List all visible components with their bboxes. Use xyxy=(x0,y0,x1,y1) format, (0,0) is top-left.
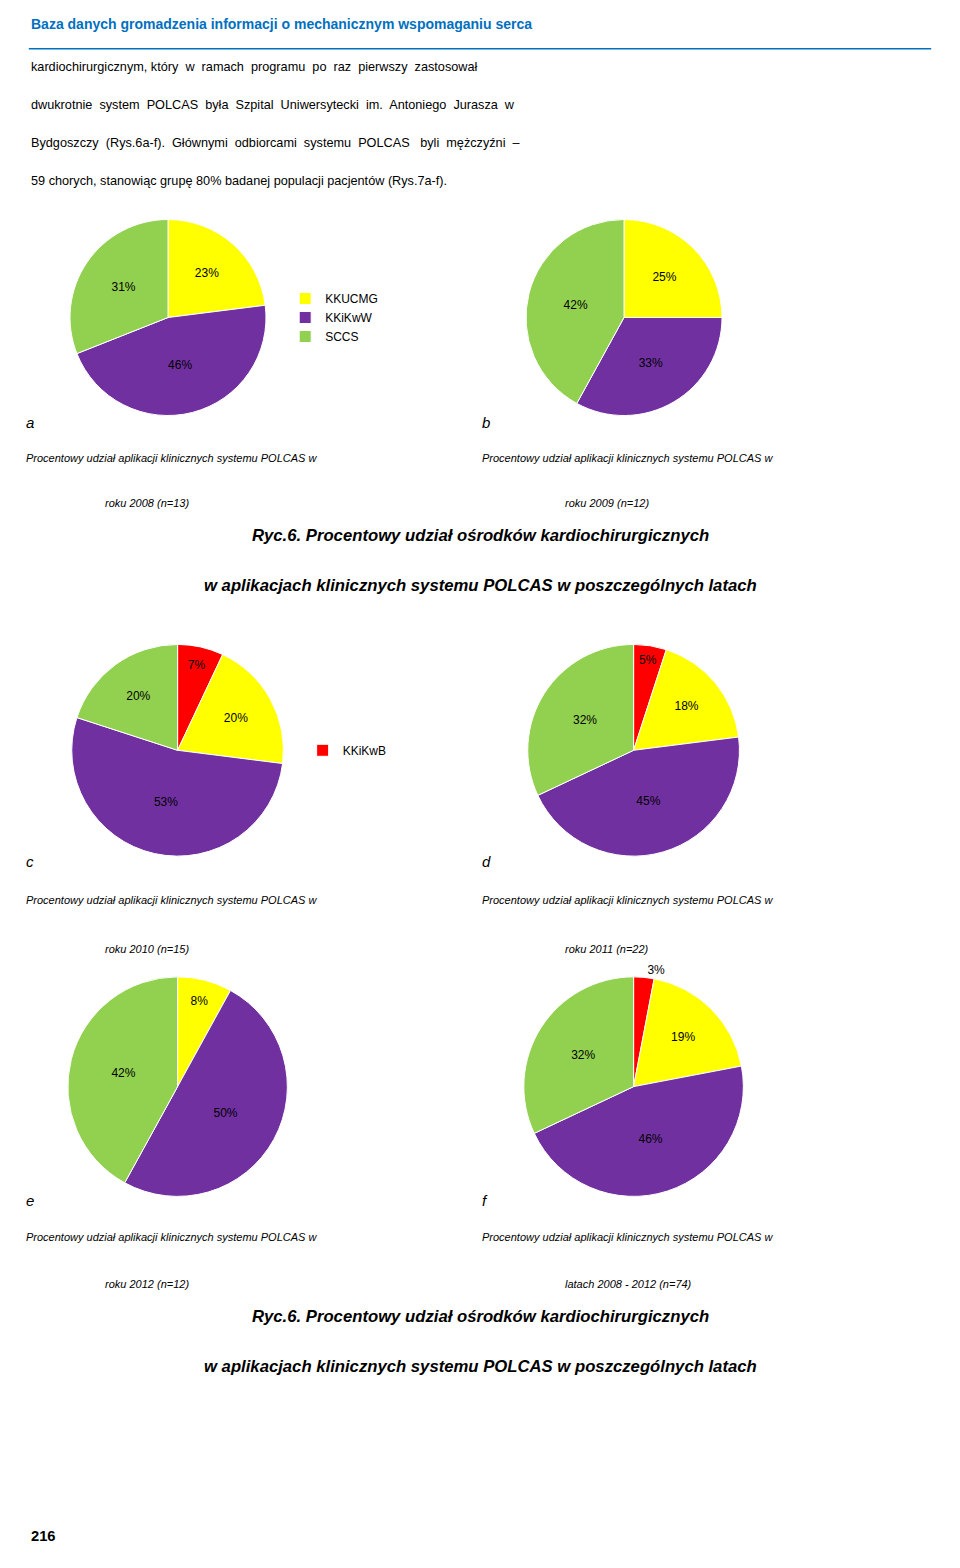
svg-text:Bydgoszczy (Rys.6a-f). Główn: Bydgoszczy (Rys.6a-f). Głównymi odbiorca… xyxy=(31,136,521,150)
svg-text:Baza danych gromadzenia inform: Baza danych gromadzenia informacji o mec… xyxy=(31,16,532,32)
svg-text:Procentowy udział aplikacji kl: Procentowy udział aplikacji klinicznych … xyxy=(482,1231,773,1243)
svg-text:32%: 32% xyxy=(571,1048,595,1062)
svg-text:59 chorych, stanowiąc grupę 80: 59 chorych, stanowiąc grupę 80% badanej … xyxy=(31,174,447,188)
svg-text:32%: 32% xyxy=(573,713,597,727)
svg-text:KKUCMG: KKUCMG xyxy=(325,292,378,306)
svg-text:e: e xyxy=(26,1192,34,1209)
svg-text:46%: 46% xyxy=(638,1132,662,1146)
svg-text:roku 2008 (n=13): roku 2008 (n=13) xyxy=(105,497,189,509)
svg-text:SCCS: SCCS xyxy=(325,330,358,344)
svg-text:53%: 53% xyxy=(154,795,178,809)
svg-text:KKiKwB: KKiKwB xyxy=(343,744,386,758)
svg-text:42%: 42% xyxy=(564,298,588,312)
svg-text:Procentowy udział aplikacji kl: Procentowy udział aplikacji klinicznych … xyxy=(482,894,773,906)
svg-text:KKiKwW: KKiKwW xyxy=(325,311,372,325)
svg-text:20%: 20% xyxy=(224,711,248,725)
svg-text:50%: 50% xyxy=(214,1106,238,1120)
svg-text:20%: 20% xyxy=(126,689,150,703)
svg-text:31%: 31% xyxy=(111,280,135,294)
svg-text:latach 2008 - 2012 (n=74): latach 2008 - 2012 (n=74) xyxy=(565,1278,692,1290)
svg-text:dwukrotnie system POLCAS by: dwukrotnie system POLCAS była Szpital Un… xyxy=(31,98,515,112)
svg-text:Procentowy udział aplikacji kl: Procentowy udział aplikacji klinicznych … xyxy=(26,894,317,906)
svg-text:kardiochirurgicznym, który w: kardiochirurgicznym, który w ramach prog… xyxy=(31,60,478,74)
svg-text:Ryc.6. Procentowy udział ośrod: Ryc.6. Procentowy udział ośrodków kardio… xyxy=(252,526,709,545)
svg-text:25%: 25% xyxy=(652,270,676,284)
svg-text:5%: 5% xyxy=(639,653,657,667)
svg-text:roku 2010 (n=15): roku 2010 (n=15) xyxy=(105,943,189,955)
svg-text:w aplikacjach klinicznych syst: w aplikacjach klinicznych systemu POLCAS… xyxy=(204,576,757,595)
svg-text:a: a xyxy=(26,414,34,431)
svg-text:roku 2009 (n=12): roku 2009 (n=12) xyxy=(565,497,649,509)
svg-text:42%: 42% xyxy=(111,1066,135,1080)
svg-text:Procentowy udział aplikacji kl: Procentowy udział aplikacji klinicznych … xyxy=(26,1231,317,1243)
svg-text:f: f xyxy=(482,1192,488,1209)
svg-text:3%: 3% xyxy=(647,963,665,977)
svg-text:Procentowy udział aplikacji kl: Procentowy udział aplikacji klinicznych … xyxy=(482,452,773,464)
svg-text:19%: 19% xyxy=(671,1030,695,1044)
svg-text:23%: 23% xyxy=(195,266,219,280)
svg-text:7%: 7% xyxy=(188,658,206,672)
svg-text:roku 2011 (n=22): roku 2011 (n=22) xyxy=(565,943,649,955)
svg-text:c: c xyxy=(26,853,34,870)
svg-text:Procentowy udział aplikacji kl: Procentowy udział aplikacji klinicznych … xyxy=(26,452,317,464)
svg-text:d: d xyxy=(482,853,491,870)
svg-text:8%: 8% xyxy=(191,994,209,1008)
svg-text:45%: 45% xyxy=(636,794,660,808)
svg-text:33%: 33% xyxy=(639,356,663,370)
svg-text:Ryc.6. Procentowy udział ośrod: Ryc.6. Procentowy udział ośrodków kardio… xyxy=(252,1307,709,1326)
svg-text:46%: 46% xyxy=(168,358,192,372)
svg-text:18%: 18% xyxy=(675,699,699,713)
svg-text:roku 2012 (n=12): roku 2012 (n=12) xyxy=(105,1278,189,1290)
svg-text:w aplikacjach klinicznych syst: w aplikacjach klinicznych systemu POLCAS… xyxy=(204,1357,757,1376)
svg-text:b: b xyxy=(482,414,490,431)
svg-text:216: 216 xyxy=(31,1528,56,1544)
